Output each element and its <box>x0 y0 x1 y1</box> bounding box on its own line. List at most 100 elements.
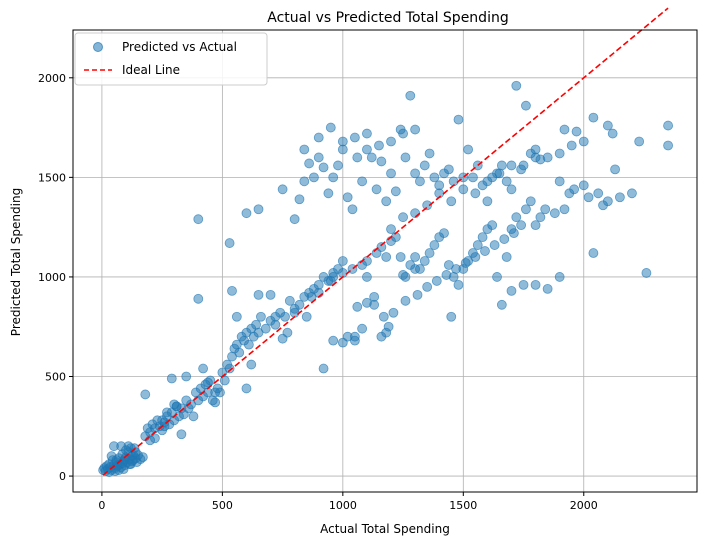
scatter-point <box>329 272 338 281</box>
scatter-point <box>387 169 396 178</box>
scatter-point <box>519 280 528 289</box>
scatter-point <box>406 91 415 100</box>
scatter-point <box>521 205 530 214</box>
scatter-point <box>194 294 203 303</box>
chart-title: Actual vs Predicted Total Spending <box>267 10 508 26</box>
scatter-point <box>391 187 400 196</box>
scatter-point <box>589 249 598 258</box>
scatter-point <box>370 300 379 309</box>
scatter-point <box>384 322 393 331</box>
scatter-point <box>560 205 569 214</box>
scatter-point <box>452 264 461 273</box>
scatter-point <box>432 276 441 285</box>
scatter-point <box>314 133 323 142</box>
scatter-point <box>329 336 338 345</box>
scatter-point <box>244 340 253 349</box>
y-axis-label: Predicted Total Spending <box>9 188 23 336</box>
scatter-point <box>502 177 511 186</box>
scatter-point <box>326 123 335 132</box>
scatter-point <box>256 312 265 321</box>
scatter-point <box>572 127 581 136</box>
scatter-point <box>478 233 487 242</box>
scatter-point <box>254 205 263 214</box>
legend: Predicted vs Actual Ideal Line <box>75 33 267 85</box>
scatter-point <box>167 374 176 383</box>
scatter-point <box>579 181 588 190</box>
scatter-point <box>627 189 636 198</box>
scatter-point <box>401 153 410 162</box>
x-tick-label: 1000 <box>329 499 357 512</box>
scatter-point <box>261 324 270 333</box>
scatter-point <box>531 145 540 154</box>
scatter-point <box>177 430 186 439</box>
scatter-point <box>495 169 504 178</box>
scatter-point <box>413 290 422 299</box>
y-tick-label: 0 <box>59 470 66 483</box>
scatter-point <box>611 165 620 174</box>
scatter-point <box>615 193 624 202</box>
scatter-point <box>283 328 292 337</box>
scatter-point <box>350 336 359 345</box>
scatter-point <box>471 189 480 198</box>
legend-label-ideal: Ideal Line <box>122 63 180 77</box>
scatter-point <box>483 197 492 206</box>
scatter-point <box>584 193 593 202</box>
scatter-point <box>415 177 424 186</box>
scatter-point <box>543 284 552 293</box>
scatter-point <box>235 348 244 357</box>
scatter-point <box>468 173 477 182</box>
scatter-point <box>555 177 564 186</box>
scatter-point <box>379 312 388 321</box>
scatter-point <box>141 390 150 399</box>
scatter-point <box>517 221 526 230</box>
scatter-point <box>550 209 559 218</box>
scatter-point <box>444 165 453 174</box>
scatter-point <box>579 137 588 146</box>
scatter-point <box>461 258 470 267</box>
scatter-point <box>338 145 347 154</box>
scatter-point <box>543 153 552 162</box>
scatter-point <box>350 133 359 142</box>
scatter-point <box>411 125 420 134</box>
scatter-point <box>377 157 386 166</box>
scatter-point <box>500 235 509 244</box>
x-axis-label: Actual Total Spending <box>320 522 450 536</box>
scatter-point <box>295 195 304 204</box>
scatter-point <box>242 209 251 218</box>
scatter-point <box>531 221 540 230</box>
scatter-point <box>425 249 434 258</box>
legend-label-scatter: Predicted vs Actual <box>122 40 237 54</box>
scatter-point <box>493 272 502 281</box>
scatter-point <box>425 149 434 158</box>
scatter-point <box>664 121 673 130</box>
scatter-point <box>382 253 391 262</box>
scatter-point <box>353 302 362 311</box>
scatter-point <box>567 141 576 150</box>
scatter-point <box>399 213 408 222</box>
scatter-point <box>338 338 347 347</box>
scatter-point <box>128 457 137 466</box>
scatter-point <box>401 296 410 305</box>
scatter-point <box>399 129 408 138</box>
scatter-point <box>507 161 516 170</box>
scatter-point <box>420 161 429 170</box>
x-ticks: 0 500 1000 1500 2000 <box>98 492 597 512</box>
scatter-point <box>396 253 405 262</box>
scatter-point <box>242 384 251 393</box>
scatter-point <box>447 312 456 321</box>
x-tick-label: 500 <box>212 499 233 512</box>
scatter-point <box>353 153 362 162</box>
scatter-point <box>194 215 203 224</box>
scatter-point <box>382 197 391 206</box>
scatter-point <box>447 197 456 206</box>
scatter-point <box>502 253 511 262</box>
scatter-point <box>519 161 528 170</box>
scatter-point <box>314 153 323 162</box>
scatter-point <box>281 312 290 321</box>
y-tick-label: 1500 <box>38 171 66 184</box>
scatter-point <box>211 388 220 397</box>
scatter-point <box>300 145 309 154</box>
scatter-point <box>362 145 371 154</box>
y-tick-label: 500 <box>45 371 66 384</box>
scatter-point <box>471 253 480 262</box>
